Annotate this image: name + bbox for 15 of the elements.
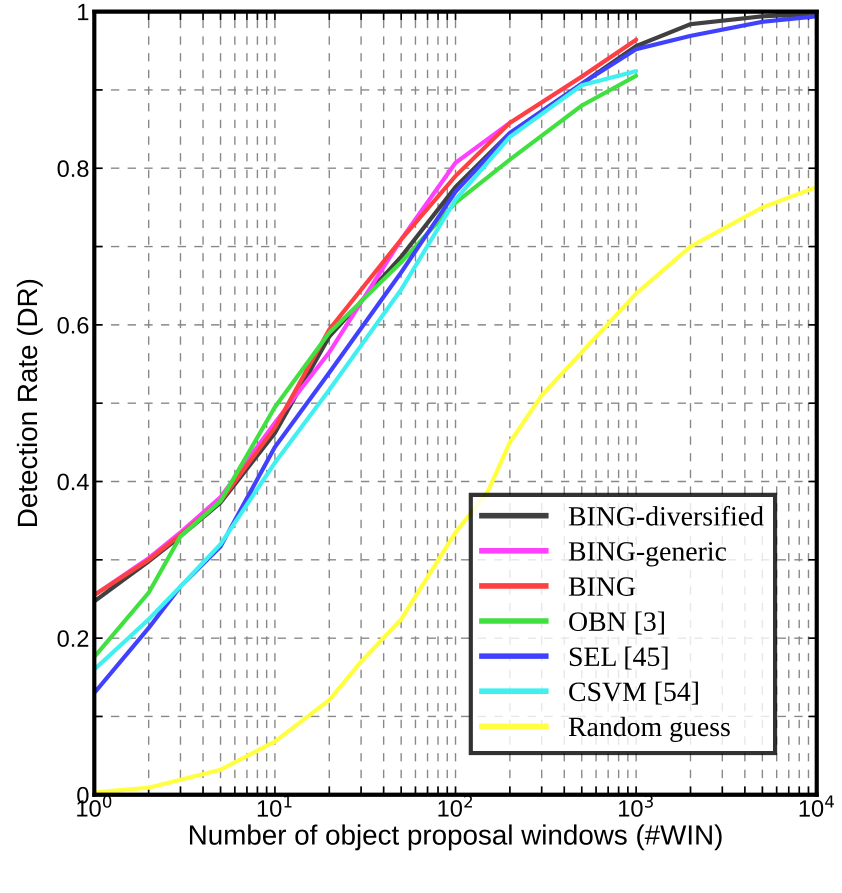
x-axis-title: Number of object proposal windows (#WIN) xyxy=(190,824,722,850)
legend-label: Random guess xyxy=(568,716,730,742)
legend-label: BING-generic xyxy=(568,542,726,566)
x-tick-label: 10$^{4}$ xyxy=(800,795,834,817)
legend-label: BING xyxy=(568,577,636,596)
legend-label: SEL [45] xyxy=(570,646,668,670)
y-tick-label: 1 xyxy=(78,4,88,20)
y-tick-label: 0.4 xyxy=(58,474,89,490)
y-tick-label: 0.2 xyxy=(58,630,88,647)
legend-label: BING-diversified xyxy=(568,506,764,526)
y-tick-label: 0.6 xyxy=(58,316,88,334)
y-axis-title: Detection Rate (DR) xyxy=(16,280,43,526)
legend-label: OBN [3] xyxy=(569,611,664,634)
y-tick-label: 0.8 xyxy=(58,160,88,178)
legend-label: CSVM [54] xyxy=(569,682,698,705)
